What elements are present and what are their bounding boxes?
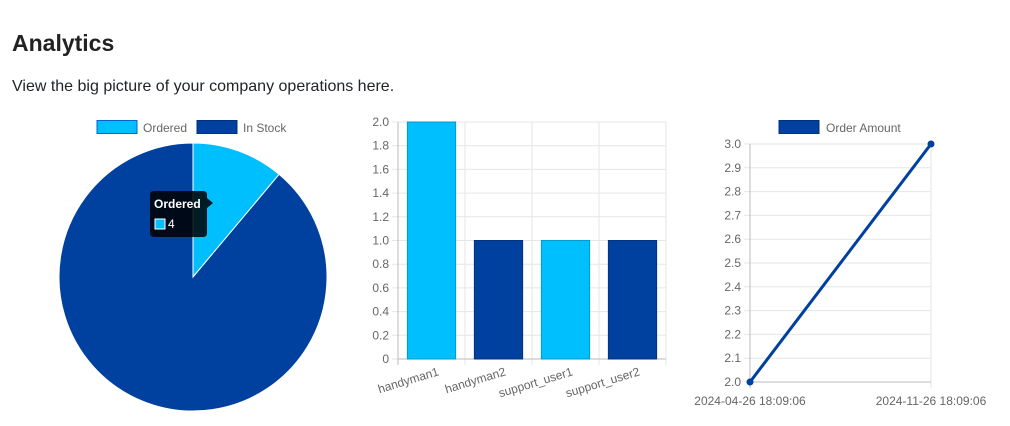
bar-y-tick-label: 1.2 — [372, 210, 389, 224]
bar-support_user2[interactable] — [607, 240, 658, 360]
line-y-tick-label: 2.7 — [724, 208, 741, 222]
line-y-tick-label: 3.0 — [724, 137, 741, 151]
legend-label-in-stock[interactable]: In Stock — [243, 121, 287, 135]
line-point[interactable] — [746, 378, 754, 386]
tooltip-value: 4 — [168, 217, 175, 231]
pie-legend[interactable]: Ordered In Stock — [96, 120, 287, 136]
line-y-tick-label: 2.2 — [724, 327, 741, 341]
legend-swatch-ordered — [96, 120, 138, 134]
line-x-tick-label: 2024-04-26 18:09:06 — [694, 394, 806, 408]
line-legend[interactable]: Order Amount — [778, 120, 901, 136]
bar-y-tick-label: 2.0 — [372, 115, 389, 129]
line-y-tick-label: 2.9 — [724, 161, 741, 175]
pie-tooltip: Ordered 4 — [150, 191, 213, 237]
line-y-ticks: 2.0 2.1 2.2 2.3 2.4 2.5 2.6 2.7 2.8 2.9 3.0 — [724, 137, 741, 389]
bar-y-tick-label: 0.2 — [372, 328, 389, 342]
line-y-tick-label: 2.5 — [724, 256, 741, 270]
bar-bars — [406, 121, 658, 360]
pie-slices — [58, 142, 328, 412]
page-subtitle: View the big picture of your company ope… — [12, 78, 395, 95]
bar-y-tick-label: 0.4 — [372, 305, 389, 319]
line-series — [746, 140, 935, 386]
line-order-amount[interactable] — [748, 143, 933, 383]
legend-label-order-amount[interactable]: Order Amount — [826, 121, 901, 135]
line-y-tick-label: 2.0 — [724, 375, 741, 389]
bar-y-tick-label: 1.4 — [372, 186, 389, 200]
bar-y-tick-label: 1.0 — [372, 234, 389, 248]
line-y-tick-label: 2.4 — [724, 280, 741, 294]
bar-support_user1[interactable] — [540, 240, 591, 360]
bar-handyman2[interactable] — [473, 240, 524, 360]
bar-y-tick-label: 0.8 — [372, 257, 389, 271]
line-y-tick-label: 2.3 — [724, 304, 741, 318]
line-y-tick-label: 2.1 — [724, 351, 741, 365]
legend-label-ordered[interactable]: Ordered — [143, 121, 187, 135]
bar-y-ticks: 0 0.2 0.4 0.6 0.8 1.0 1.2 1.4 1.6 1.8 2.0 — [372, 115, 389, 366]
line-y-tick-label: 2.6 — [724, 232, 741, 246]
bar-y-tick-label: 1.8 — [372, 139, 389, 153]
tooltip-swatch — [154, 218, 166, 230]
page-title: Analytics — [12, 30, 115, 56]
line-point[interactable] — [927, 140, 935, 148]
line-grid — [744, 143, 932, 388]
pie-slice-in-stock[interactable] — [58, 142, 328, 412]
bar-y-tick-label: 1.6 — [372, 162, 389, 176]
bar-handyman1[interactable] — [406, 121, 457, 360]
pie-slice-ordered[interactable] — [192, 142, 280, 279]
line-y-tick-label: 2.8 — [724, 185, 741, 199]
legend-swatch-order-amount — [778, 120, 820, 134]
line-x-tick-label: 2024-11-26 18:09:06 — [876, 394, 987, 408]
bar-y-tick-label: 0 — [382, 352, 389, 366]
legend-swatch-in-stock — [196, 120, 238, 134]
bar-y-tick-label: 0.6 — [372, 281, 389, 295]
tooltip-box — [150, 191, 213, 237]
tooltip-title: Ordered — [154, 197, 201, 211]
line-x-ticks: 2024-04-26 18:09:06 2024-11-26 18:09:06 — [694, 394, 986, 408]
